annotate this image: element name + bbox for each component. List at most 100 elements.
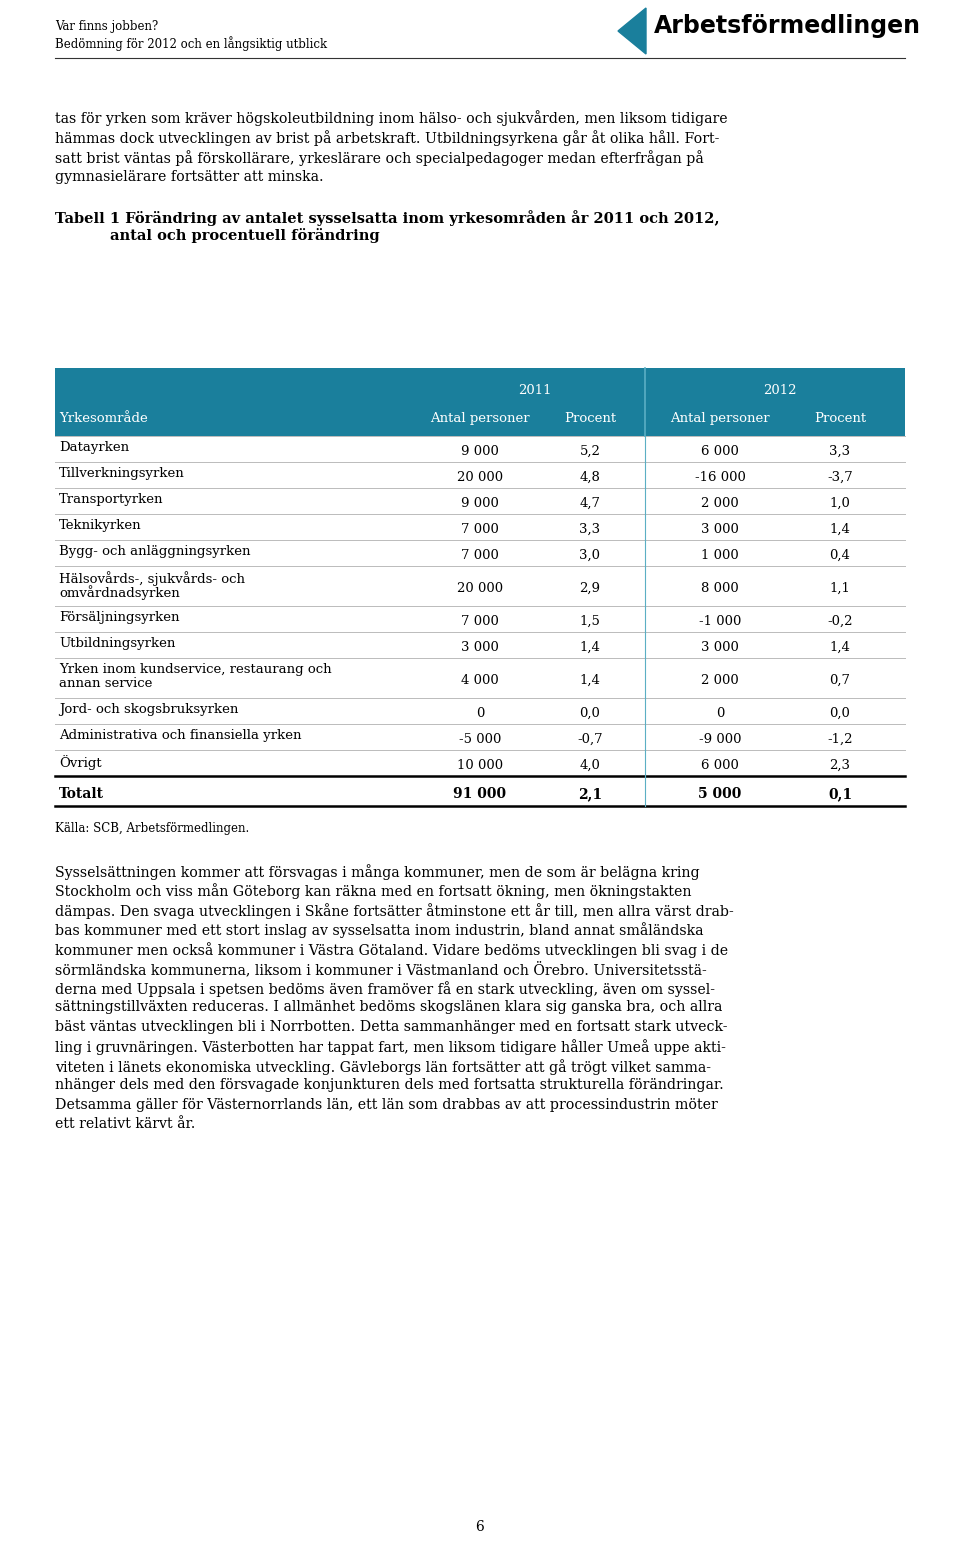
- Text: Sysselsättningen kommer att försvagas i många kommuner, men de som är belägna kr: Sysselsättningen kommer att försvagas i …: [55, 863, 700, 880]
- Text: omvårdnadsyrken: omvårdnadsyrken: [59, 584, 180, 600]
- Text: 20 000: 20 000: [457, 471, 503, 484]
- Text: -1 000: -1 000: [699, 615, 741, 628]
- Text: 1,4: 1,4: [829, 642, 851, 654]
- Text: Yrkesområde: Yrkesområde: [59, 412, 148, 425]
- Text: 6 000: 6 000: [701, 760, 739, 772]
- Text: 1,1: 1,1: [829, 581, 851, 595]
- Text: gymnasielärare fortsätter att minska.: gymnasielärare fortsätter att minska.: [55, 170, 324, 184]
- Text: 2,3: 2,3: [829, 760, 851, 772]
- Text: sättningstillväxten reduceras. I allmänhet bedöms skogslänen klara sig ganska br: sättningstillväxten reduceras. I allmänh…: [55, 1000, 722, 1015]
- Text: Bygg- och anläggningsyrken: Bygg- och anläggningsyrken: [59, 546, 251, 558]
- Text: 0,0: 0,0: [829, 707, 851, 721]
- Text: 6: 6: [475, 1521, 485, 1534]
- Text: Administrativa och finansiella yrken: Administrativa och finansiella yrken: [59, 728, 301, 742]
- Text: bäst väntas utvecklingen bli i Norrbotten. Detta sammanhänger med en fortsatt st: bäst väntas utvecklingen bli i Norrbotte…: [55, 1020, 728, 1034]
- Text: -3,7: -3,7: [828, 471, 852, 484]
- Text: 1,5: 1,5: [580, 615, 600, 628]
- Text: Bedömning för 2012 och en långsiktig utblick: Bedömning för 2012 och en långsiktig utb…: [55, 36, 327, 51]
- Text: 91 000: 91 000: [453, 787, 507, 801]
- Text: 3,3: 3,3: [829, 445, 851, 457]
- Text: Försäljningsyrken: Försäljningsyrken: [59, 611, 180, 625]
- Text: 3 000: 3 000: [701, 522, 739, 536]
- Text: 7 000: 7 000: [461, 549, 499, 563]
- Text: 2,9: 2,9: [580, 581, 601, 595]
- Text: dämpas. Den svaga utvecklingen i Skåne fortsätter åtminstone ett år till, men al: dämpas. Den svaga utvecklingen i Skåne f…: [55, 904, 733, 919]
- Text: 1,4: 1,4: [580, 642, 600, 654]
- Text: derna med Uppsala i spetsen bedöms även framöver få en stark utveckling, även om: derna med Uppsala i spetsen bedöms även …: [55, 981, 715, 997]
- Text: 2 000: 2 000: [701, 498, 739, 510]
- Text: -5 000: -5 000: [459, 733, 501, 746]
- Text: Totalt: Totalt: [59, 787, 104, 801]
- Text: Procent: Procent: [814, 412, 866, 425]
- Text: 7 000: 7 000: [461, 615, 499, 628]
- Text: Tillverkningsyrken: Tillverkningsyrken: [59, 467, 184, 480]
- Text: antal och procentuell förändring: antal och procentuell förändring: [110, 228, 379, 243]
- Text: viteten i länets ekonomiska utveckling. Gävleborgs län fortsätter att gå trögt v: viteten i länets ekonomiska utveckling. …: [55, 1059, 711, 1074]
- Text: 6 000: 6 000: [701, 445, 739, 457]
- Text: Antal personer: Antal personer: [670, 412, 770, 425]
- Text: bas kommuner med ett stort inslag av sysselsatta inom industrin, bland annat små: bas kommuner med ett stort inslag av sys…: [55, 922, 704, 938]
- Text: -9 000: -9 000: [699, 733, 741, 746]
- Text: Utbildningsyrken: Utbildningsyrken: [59, 637, 176, 649]
- Text: 10 000: 10 000: [457, 760, 503, 772]
- Text: 3 000: 3 000: [701, 642, 739, 654]
- Text: ett relativt kärvt år.: ett relativt kärvt år.: [55, 1118, 196, 1132]
- Text: Källa: SCB, Arbetsförmedlingen.: Källa: SCB, Arbetsförmedlingen.: [55, 822, 250, 835]
- Text: 3 000: 3 000: [461, 642, 499, 654]
- Text: -1,2: -1,2: [828, 733, 852, 746]
- Text: 0,4: 0,4: [829, 549, 851, 563]
- Text: 7 000: 7 000: [461, 522, 499, 536]
- Text: Arbetsförmedlingen: Arbetsförmedlingen: [654, 14, 921, 39]
- Text: 2012: 2012: [763, 384, 797, 397]
- Text: 1,4: 1,4: [580, 674, 600, 687]
- Text: Tabell 1 Förändring av antalet sysselsatta inom yrkesområden år 2011 och 2012,: Tabell 1 Förändring av antalet sysselsat…: [55, 209, 719, 226]
- Text: kommuner men också kommuner i Västra Götaland. Vidare bedöms utvecklingen bli sv: kommuner men också kommuner i Västra Göt…: [55, 942, 728, 958]
- Text: Teknikyrken: Teknikyrken: [59, 519, 142, 532]
- Bar: [55, 367, 905, 436]
- Text: 9 000: 9 000: [461, 445, 499, 457]
- Text: Datayrken: Datayrken: [59, 442, 130, 454]
- Text: 1,0: 1,0: [829, 498, 851, 510]
- Text: 4,0: 4,0: [580, 760, 600, 772]
- Text: tas för yrken som kräver högskoleutbildning inom hälso- och sjukvården, men liks: tas för yrken som kräver högskoleutbildn…: [55, 110, 728, 126]
- Text: 8 000: 8 000: [701, 581, 739, 595]
- Text: 3,3: 3,3: [580, 522, 601, 536]
- Text: sörmländska kommunerna, liksom i kommuner i Västmanland och Örebro. Universitets: sörmländska kommunerna, liksom i kommune…: [55, 961, 707, 976]
- Text: nhänger dels med den försvagade konjunkturen dels med fortsatta strukturella för: nhänger dels med den försvagade konjunkt…: [55, 1079, 724, 1093]
- Text: 0,0: 0,0: [580, 707, 600, 721]
- Text: hämmas dock utvecklingen av brist på arbetskraft. Utbildningsyrkena går åt olika: hämmas dock utvecklingen av brist på arb…: [55, 130, 719, 146]
- Text: -0,2: -0,2: [828, 615, 852, 628]
- Text: 3,0: 3,0: [580, 549, 601, 563]
- Text: 0: 0: [716, 707, 724, 721]
- Text: 5 000: 5 000: [698, 787, 742, 801]
- Text: -16 000: -16 000: [695, 471, 745, 484]
- Text: Yrken inom kundservice, restaurang och: Yrken inom kundservice, restaurang och: [59, 663, 331, 676]
- Polygon shape: [618, 8, 646, 54]
- Text: 20 000: 20 000: [457, 581, 503, 595]
- Text: 2 000: 2 000: [701, 674, 739, 687]
- Text: 4 000: 4 000: [461, 674, 499, 687]
- Text: 4,8: 4,8: [580, 471, 600, 484]
- Text: Detsamma gäller för Västernorrlands län, ett län som drabbas av att processindus: Detsamma gäller för Västernorrlands län,…: [55, 1097, 718, 1111]
- Text: 9 000: 9 000: [461, 498, 499, 510]
- Text: Antal personer: Antal personer: [430, 412, 530, 425]
- Text: Stockholm och viss mån Göteborg kan räkna med en fortsatt ökning, men ökningstak: Stockholm och viss mån Göteborg kan räkn…: [55, 883, 691, 899]
- Text: ling i gruvnäringen. Västerbotten har tappat fart, men liksom tidigare håller Um: ling i gruvnäringen. Västerbotten har ta…: [55, 1040, 726, 1056]
- Text: 5,2: 5,2: [580, 445, 600, 457]
- Text: Procent: Procent: [564, 412, 616, 425]
- Text: 1 000: 1 000: [701, 549, 739, 563]
- Text: satt brist väntas på förskollärare, yrkeslärare och specialpedagoger medan efter: satt brist väntas på förskollärare, yrke…: [55, 150, 704, 166]
- Text: 0: 0: [476, 707, 484, 721]
- Text: Jord- och skogsbruksyrken: Jord- och skogsbruksyrken: [59, 704, 238, 716]
- Text: 0,7: 0,7: [829, 674, 851, 687]
- Text: annan service: annan service: [59, 677, 153, 690]
- Text: 2011: 2011: [518, 384, 552, 397]
- Text: Var finns jobben?: Var finns jobben?: [55, 20, 158, 33]
- Text: Hälsovårds-, sjukvårds- och: Hälsovårds-, sjukvårds- och: [59, 570, 245, 586]
- Text: 4,7: 4,7: [580, 498, 601, 510]
- Text: 2,1: 2,1: [578, 787, 602, 801]
- Text: Transportyrken: Transportyrken: [59, 493, 163, 505]
- Text: 0,1: 0,1: [828, 787, 852, 801]
- Text: Övrigt: Övrigt: [59, 755, 102, 770]
- Text: -0,7: -0,7: [577, 733, 603, 746]
